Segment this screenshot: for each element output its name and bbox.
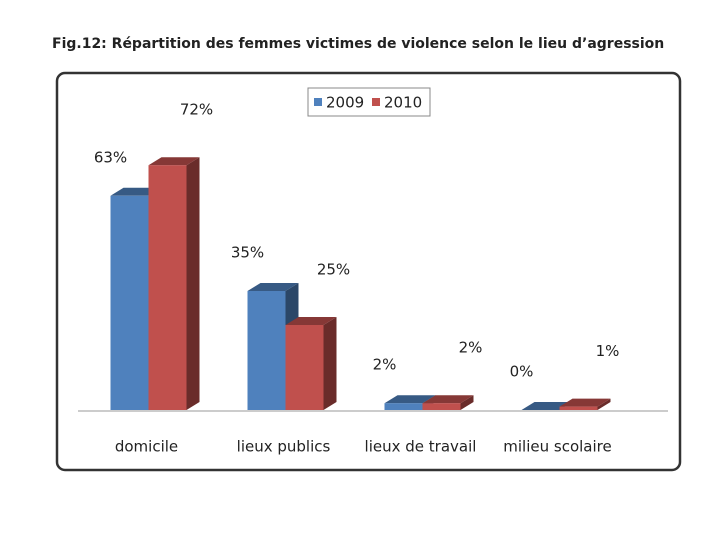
x-tick-label: lieux publics: [237, 438, 331, 456]
value-label: 0%: [510, 363, 534, 381]
legend-label: 2010: [384, 94, 422, 112]
value-label: 1%: [596, 342, 620, 360]
value-label: 25%: [317, 261, 350, 279]
legend-swatch: [314, 98, 322, 106]
bar-side: [186, 157, 200, 410]
bar: [247, 291, 286, 410]
bar: [384, 403, 423, 410]
legend: [307, 87, 431, 117]
bar: [148, 165, 187, 410]
value-label: 2%: [459, 339, 483, 357]
x-tick-label: milieu scolaire: [503, 438, 611, 456]
bar-top: [247, 283, 299, 291]
bar: [559, 406, 598, 410]
x-tick-label: domicile: [115, 438, 178, 456]
value-label: 2%: [373, 356, 397, 374]
value-label: 35%: [231, 244, 264, 262]
bar-top: [148, 157, 200, 166]
bar-top: [559, 398, 611, 407]
bar-side: [460, 395, 474, 410]
legend-swatch: [372, 98, 380, 106]
bar-top: [384, 395, 436, 404]
bar: [110, 195, 149, 410]
value-label: 63%: [94, 148, 127, 166]
x-tick-label: lieux de travail: [365, 438, 477, 456]
bar-top: [422, 395, 474, 404]
value-label: 72%: [180, 101, 213, 119]
chart-frame: [55, 71, 682, 472]
bar-side: [597, 398, 611, 410]
bar-top: [285, 317, 337, 325]
bar: [285, 325, 324, 410]
bar-side: [323, 317, 337, 410]
bar: [422, 403, 461, 410]
legend-label: 2009: [326, 94, 364, 112]
chart-title: Fig.12: Répartition des femmes victimes …: [52, 36, 664, 52]
